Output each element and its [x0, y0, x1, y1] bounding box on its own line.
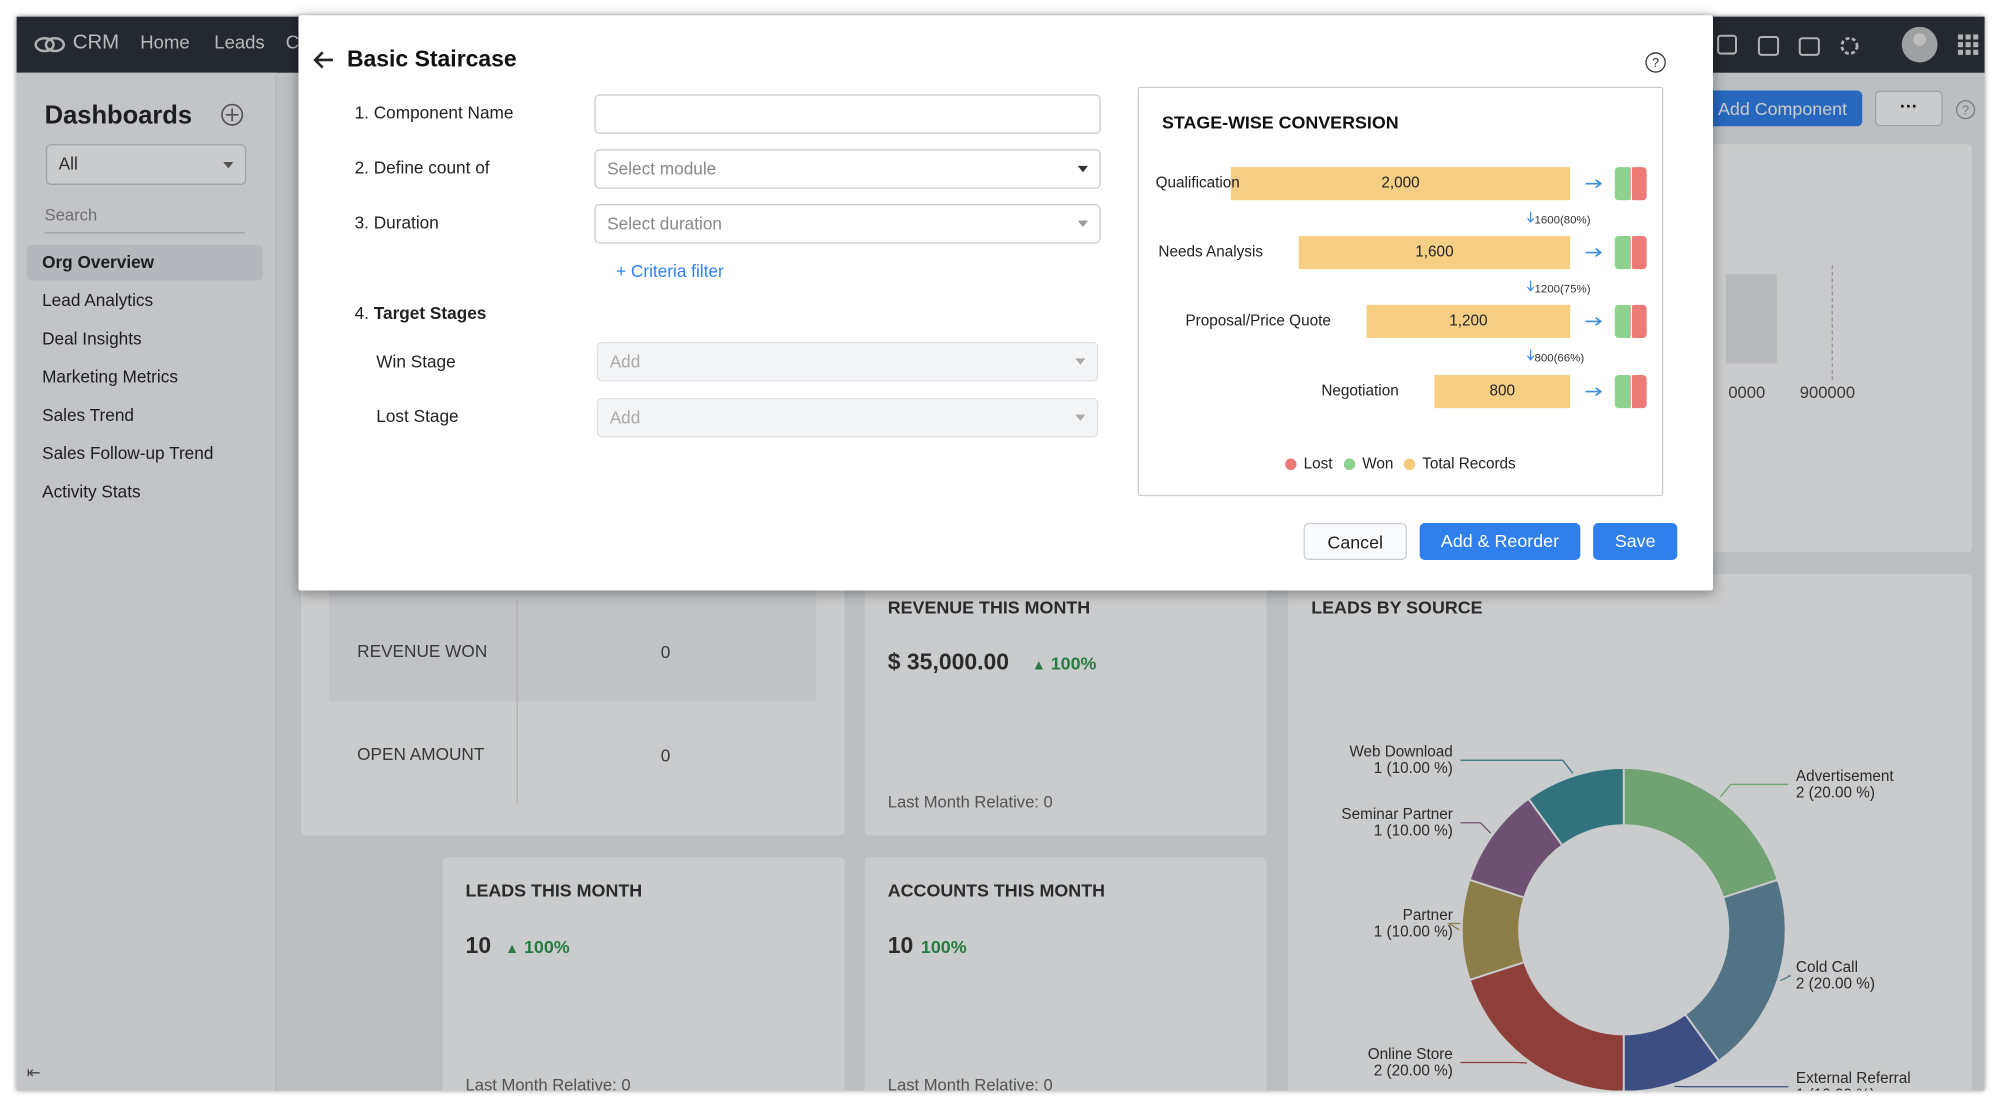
stage-name: Needs Analysis	[1158, 244, 1263, 261]
won-box	[1615, 305, 1633, 338]
down-arrow	[1527, 281, 1533, 291]
down-arrow	[1527, 349, 1533, 359]
legend-dot	[1404, 459, 1415, 470]
staircase-chart: STAGE-WISE CONVERSION Qualification 2,000 1…	[298, 15, 1713, 590]
legend-label: Total Records	[1422, 455, 1516, 472]
legend-dot	[1344, 459, 1355, 470]
stage-arrow	[1585, 388, 1600, 396]
stage-value: 800	[1490, 383, 1516, 400]
stage-value: 1,200	[1449, 312, 1487, 329]
down-arrow	[1527, 212, 1533, 222]
preview-title: STAGE-WISE CONVERSION	[1162, 112, 1399, 132]
reorder-button[interactable]: Add & Reorder	[1420, 523, 1581, 560]
legend-label: Won	[1362, 455, 1393, 472]
stage-name: Negotiation	[1321, 383, 1398, 400]
conversion-label: 800(66%)	[1534, 352, 1584, 364]
stage-arrow	[1585, 318, 1600, 326]
lost-box	[1630, 305, 1647, 338]
stage-arrow	[1585, 180, 1600, 188]
save-button[interactable]: Save	[1593, 523, 1677, 560]
won-box	[1615, 236, 1633, 269]
legend-dot	[1285, 459, 1296, 470]
cancel-button[interactable]: Cancel	[1304, 523, 1407, 560]
conversion-label: 1600(80%)	[1534, 215, 1590, 227]
won-box	[1615, 167, 1633, 200]
lost-box	[1630, 236, 1647, 269]
stage-value: 1,600	[1415, 244, 1453, 261]
stage-value: 2,000	[1381, 175, 1419, 192]
modal: Basic Staircase ? 1. Component Name 2. D…	[298, 15, 1713, 590]
lost-box	[1630, 375, 1647, 408]
stage-name: Qualification	[1156, 175, 1240, 192]
conversion-label: 1200(75%)	[1534, 284, 1590, 296]
stage-arrow	[1585, 249, 1600, 257]
stage-name: Proposal/Price Quote	[1185, 312, 1330, 329]
won-box	[1615, 375, 1633, 408]
lost-box	[1630, 167, 1647, 200]
legend-label: Lost	[1304, 455, 1334, 472]
